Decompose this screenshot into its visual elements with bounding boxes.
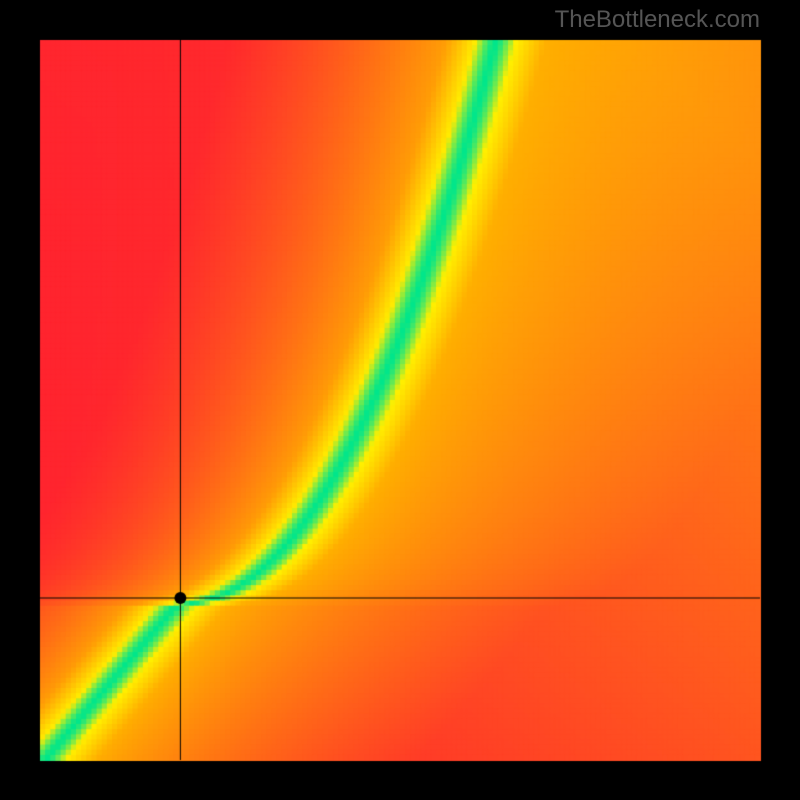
heatmap-canvas [0,0,800,800]
watermark-text: TheBottleneck.com [555,6,760,34]
chart-container: TheBottleneck.com [0,0,800,800]
